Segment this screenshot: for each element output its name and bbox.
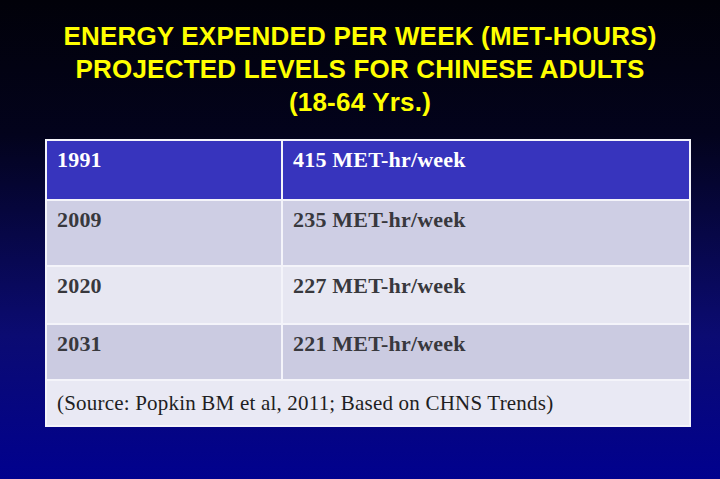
presentation-slide: ENERGY EXPENDED PER WEEK (MET-HOURS) PRO… (0, 0, 720, 479)
value-cell: 227 MET-hr/week (282, 266, 690, 324)
energy-table-container: 1991 415 MET-hr/week 2009 235 MET-hr/wee… (45, 139, 691, 427)
value-cell: 235 MET-hr/week (282, 200, 690, 266)
slide-title-line-1: ENERGY EXPENDED PER WEEK (MET-HOURS) (0, 20, 720, 53)
value-cell: 415 MET-hr/week (282, 140, 690, 200)
year-cell: 2031 (46, 324, 282, 380)
year-cell: 1991 (46, 140, 282, 200)
year-cell: 2009 (46, 200, 282, 266)
value-cell: 221 MET-hr/week (282, 324, 690, 380)
table-row-2009: 2009 235 MET-hr/week (46, 200, 690, 266)
slide-title-line-3: (18-64 Yrs.) (0, 86, 720, 119)
table-row-1991: 1991 415 MET-hr/week (46, 140, 690, 200)
energy-table: 1991 415 MET-hr/week 2009 235 MET-hr/wee… (45, 139, 691, 427)
source-row: (Source: Popkin BM et al, 2011; Based on… (46, 380, 690, 426)
slide-title-line-2: PROJECTED LEVELS FOR CHINESE ADULTS (0, 53, 720, 86)
table-row-2020: 2020 227 MET-hr/week (46, 266, 690, 324)
source-cell: (Source: Popkin BM et al, 2011; Based on… (46, 380, 690, 426)
slide-title: ENERGY EXPENDED PER WEEK (MET-HOURS) PRO… (0, 0, 720, 119)
table-row-2031: 2031 221 MET-hr/week (46, 324, 690, 380)
year-cell: 2020 (46, 266, 282, 324)
